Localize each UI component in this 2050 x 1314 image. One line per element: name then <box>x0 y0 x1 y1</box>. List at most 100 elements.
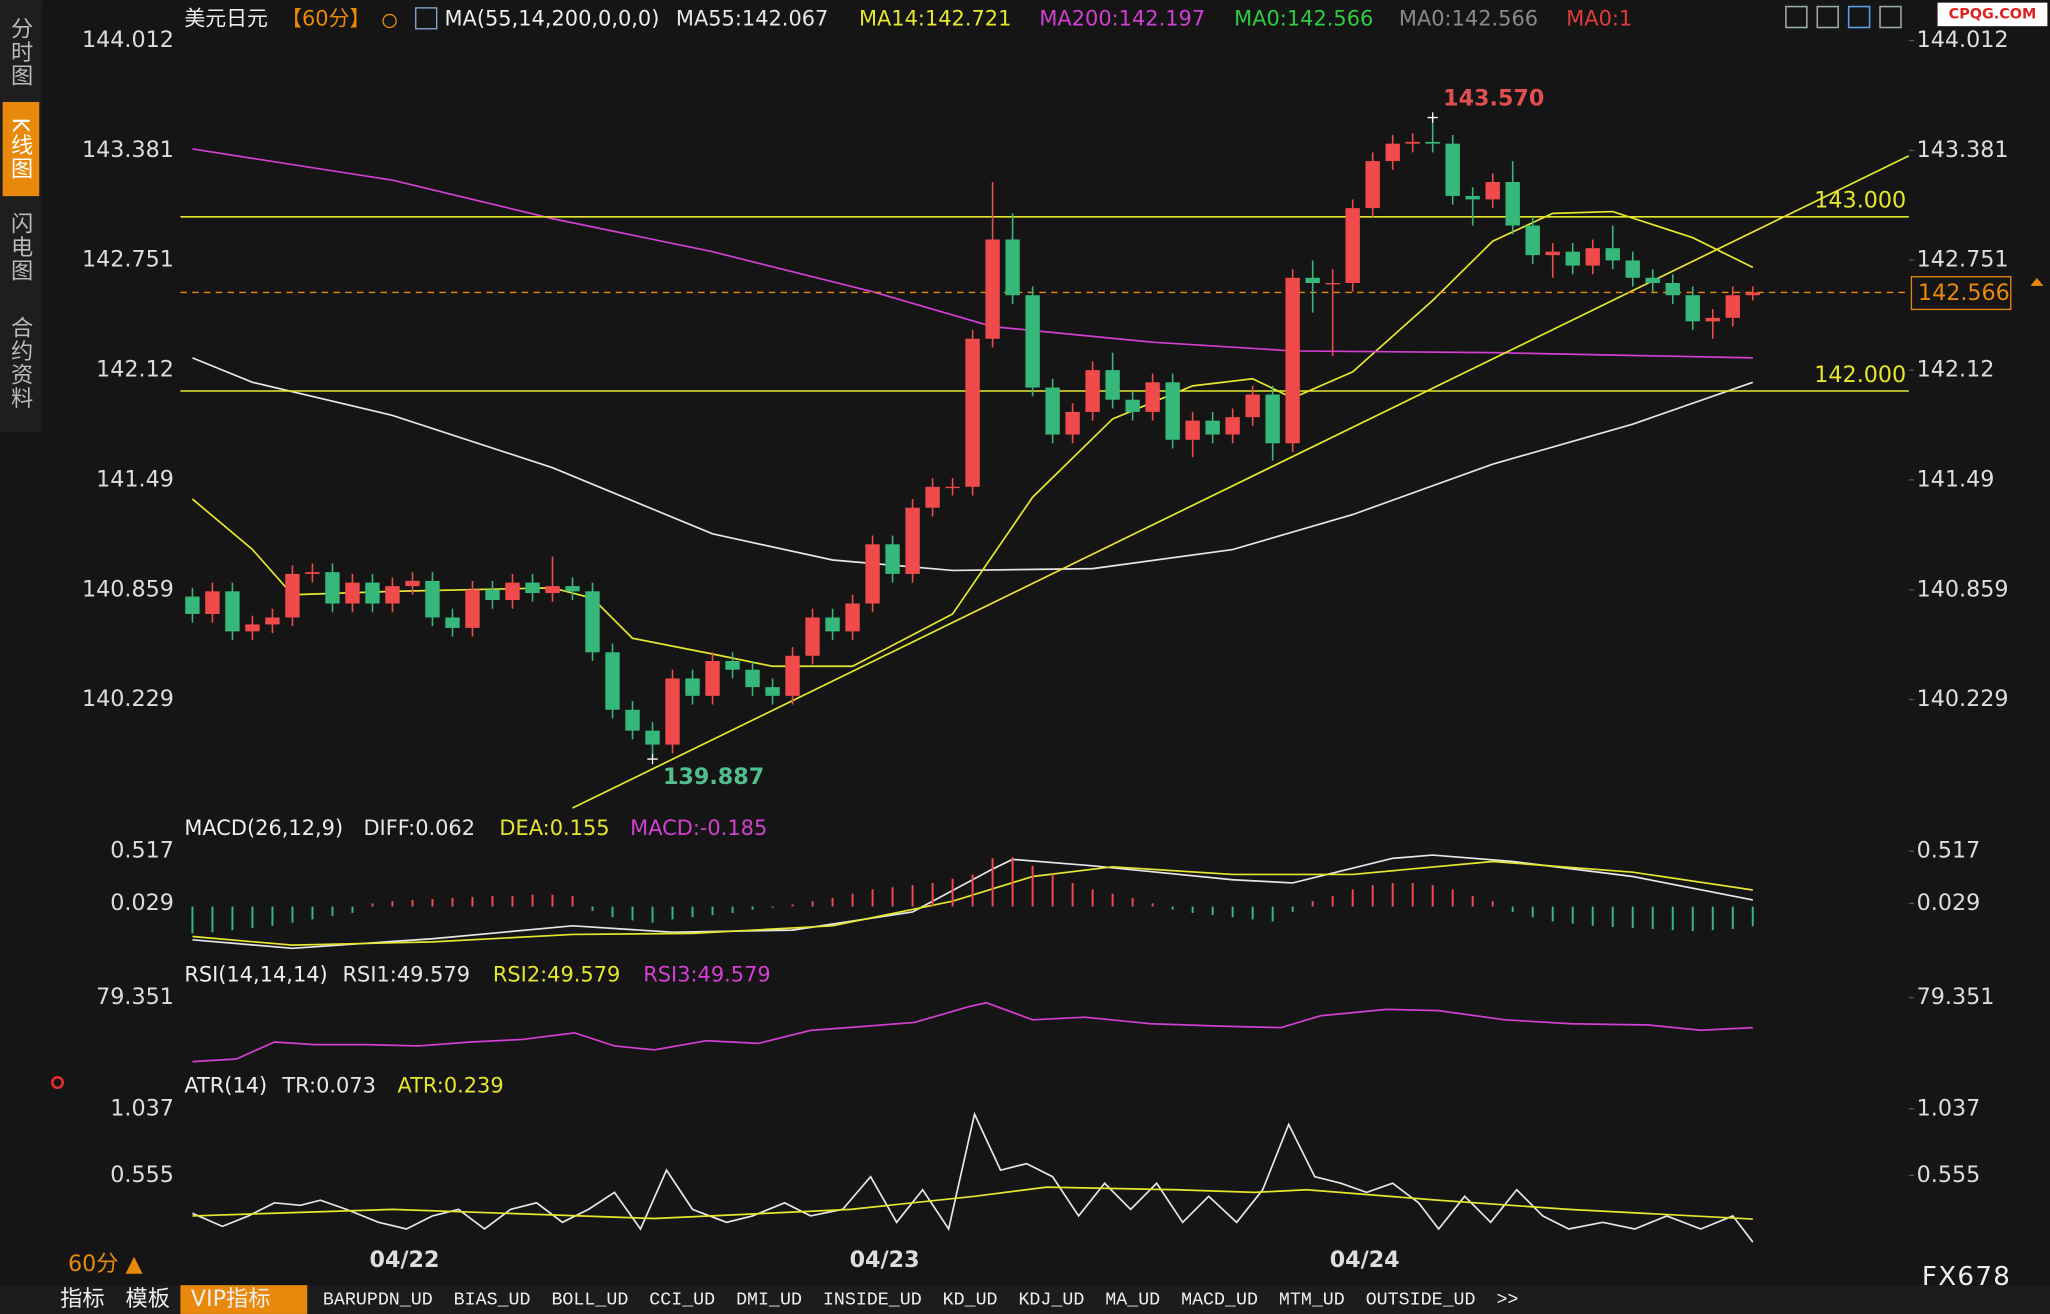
indicator-line <box>192 357 1754 572</box>
y-tick-label: 144.012 <box>82 27 174 53</box>
legend-entry: MA14:142.721 <box>859 7 1011 31</box>
y-tick-label: 143.381 <box>82 137 174 163</box>
last-price-box <box>1910 276 2012 311</box>
x-tick-label: 04/23 <box>850 1247 920 1273</box>
indicator-tab[interactable]: INSIDE_UD <box>823 1290 922 1310</box>
candle-body <box>305 572 320 574</box>
period: 【60分】 <box>281 7 370 31</box>
indicator-tab[interactable]: MACD_UD <box>1181 1290 1258 1310</box>
candle-body <box>1105 370 1120 400</box>
sidebar <box>0 0 42 432</box>
candle-body <box>1725 295 1740 318</box>
last-price: 142.566 <box>1918 280 2010 306</box>
candle-body <box>525 582 540 594</box>
symbol: 美元日元 <box>184 7 268 31</box>
indicator-tab[interactable]: BIAS_UD <box>454 1290 531 1310</box>
candle-body <box>745 669 760 688</box>
candle-body <box>825 617 840 632</box>
candle-body <box>845 603 860 632</box>
indicator-tab[interactable]: BARUPDN_UD <box>323 1290 433 1310</box>
x-tick-label: 04/22 <box>369 1247 439 1273</box>
indicator-tab[interactable]: MTM_UD <box>1279 1290 1345 1310</box>
candle-body <box>945 486 960 489</box>
candle-body <box>965 338 980 487</box>
indicator-tab[interactable]: MA_UD <box>1105 1290 1160 1310</box>
settings-icon[interactable] <box>50 1076 65 1090</box>
y-tick-label-right: 0.555 <box>1917 1162 1981 1188</box>
candle-body <box>325 572 340 604</box>
candle-body <box>1025 295 1040 388</box>
y-tick-label-right: 142.751 <box>1917 247 2009 273</box>
candle-body <box>1525 225 1540 256</box>
x-tick-label: 04/24 <box>1330 1247 1400 1273</box>
brand: FX678 <box>1922 1262 2011 1292</box>
y-tick-label: 140.229 <box>82 686 174 712</box>
y-tick-label-right: 0.029 <box>1917 890 1981 916</box>
candle-body <box>1665 283 1680 296</box>
candle-body <box>225 591 240 632</box>
candle-body <box>985 239 1000 339</box>
candle-body <box>365 582 380 604</box>
logo: CPQG.COM <box>1949 6 2037 22</box>
candle-body <box>1285 277 1300 444</box>
candle-body <box>625 709 640 731</box>
indicator-tab[interactable]: OUTSIDE_UD <box>1366 1290 1476 1310</box>
indicator-tab[interactable]: 模板 <box>126 1286 170 1312</box>
legend-entry: ATR:0.239 <box>397 1073 503 1097</box>
sidebar-tab-active[interactable] <box>2 102 40 197</box>
legend-entry: MA0:1 <box>1566 7 1632 31</box>
candle-body <box>1145 382 1160 412</box>
indicator-icon[interactable] <box>415 7 438 30</box>
candle-body <box>345 582 360 604</box>
indicator-tab[interactable]: CCI_UD <box>649 1290 715 1310</box>
indicator-tab[interactable]: >> <box>1496 1290 1518 1310</box>
sidebar-tab[interactable]: 分时图 <box>7 17 33 88</box>
legend-entry: TR:0.073 <box>281 1073 376 1097</box>
indicator-tab[interactable]: KDJ_UD <box>1018 1290 1084 1310</box>
line-label: 142.000 <box>1814 362 1906 388</box>
candle-body <box>685 678 700 696</box>
candle-body <box>425 580 440 618</box>
candle-body <box>1485 181 1500 200</box>
y-tick-label: 142.751 <box>82 247 174 273</box>
y-tick-label: 0.517 <box>110 838 174 864</box>
trend-line <box>572 155 1910 809</box>
indicator-tab[interactable]: BOLL_UD <box>551 1290 628 1310</box>
indicator-tab[interactable]: KD_UD <box>943 1290 998 1310</box>
logo-box <box>1937 2 2048 27</box>
candle-body <box>1705 317 1720 322</box>
candle-body <box>1685 295 1700 322</box>
legend-entry: RSI1:49.579 <box>343 962 470 986</box>
legend-entry: DEA:0.155 <box>499 816 609 840</box>
indicator-tab[interactable]: VIP指标 <box>191 1286 271 1312</box>
legend-entry: MA200:142.197 <box>1039 7 1205 31</box>
indicator-tab[interactable]: DMI_UD <box>736 1290 802 1310</box>
legend-entry: MA0:142.566 <box>1234 7 1373 31</box>
last-price-arrow <box>2030 278 2044 286</box>
y-tick-label-right: 142.12 <box>1917 357 1995 383</box>
candle-body <box>1745 292 1760 296</box>
candle-body <box>385 586 400 604</box>
candle-body <box>1165 382 1180 440</box>
period-selector[interactable]: 60分 ▲ <box>68 1251 144 1277</box>
candle-body <box>1345 208 1360 284</box>
candle-body <box>905 507 920 574</box>
add-icon[interactable] <box>382 13 397 29</box>
candle-body <box>785 655 800 696</box>
sidebar-tab[interactable]: K线图 <box>7 118 33 181</box>
candle-body <box>1225 417 1240 435</box>
candle-body <box>1605 248 1620 261</box>
indicator-tab[interactable]: 指标 <box>60 1286 104 1312</box>
tab-active[interactable] <box>180 1285 308 1314</box>
y-tick-label: 1.037 <box>110 1095 174 1121</box>
sidebar-tab[interactable]: 闪电图 <box>7 211 33 282</box>
candle-body <box>705 660 720 696</box>
y-tick-label-right: 141.49 <box>1917 466 1995 492</box>
extreme-label: 139.887 <box>663 764 764 790</box>
candle-body <box>765 687 780 696</box>
y-tick-label: 0.029 <box>110 890 174 916</box>
sidebar-tab[interactable]: 合约资料 <box>7 315 33 410</box>
candle-body <box>1085 370 1100 412</box>
